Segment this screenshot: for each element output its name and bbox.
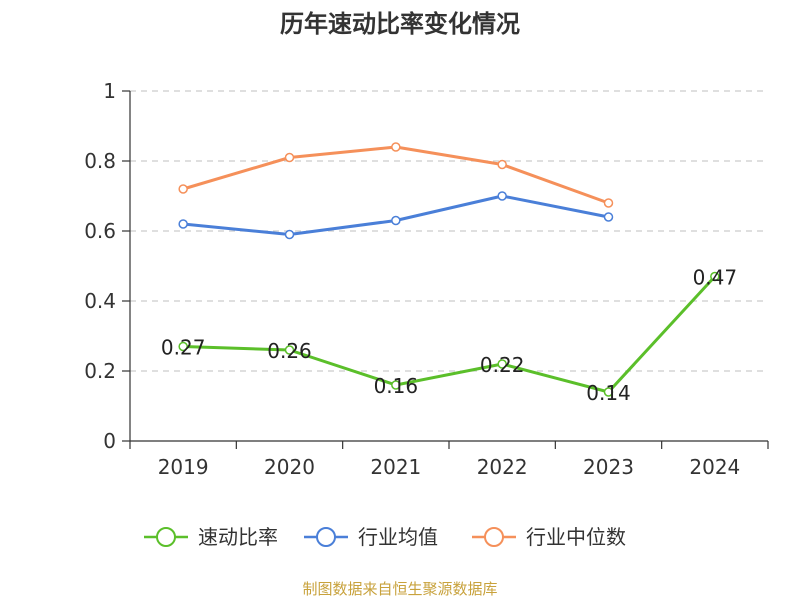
series-point[interactable] — [603, 212, 614, 222]
legend-item[interactable]: 行业中位数 — [472, 525, 626, 549]
legend-marker — [484, 527, 504, 547]
legend-label: 速动比率 — [198, 525, 278, 549]
x-tick-label: 2023 — [583, 455, 634, 479]
series-point[interactable] — [391, 142, 401, 152]
series-line — [181, 194, 610, 236]
series-line — [181, 275, 717, 394]
series-point[interactable] — [497, 359, 507, 369]
y-tick-label: 0.4 — [84, 289, 116, 313]
series-point[interactable] — [284, 345, 295, 355]
legend-item[interactable]: 速动比率 — [144, 525, 278, 549]
series-point[interactable] — [603, 198, 614, 208]
y-tick-label: 0.2 — [84, 359, 116, 383]
series — [178, 142, 720, 397]
data-label: 0.26 — [267, 339, 312, 363]
data-labels: 0.27 0.26 0.16 0.22 0.14 0.47 — [161, 266, 737, 406]
data-label: 0.27 — [161, 336, 206, 360]
grid — [130, 90, 768, 372]
x-tick-label: 2019 — [158, 455, 209, 479]
data-label: 0.16 — [374, 374, 419, 398]
data-label: 0.47 — [693, 266, 738, 290]
series-point[interactable] — [178, 341, 188, 352]
series-point[interactable] — [497, 159, 507, 170]
legend-label: 行业中位数 — [526, 525, 626, 549]
series-point[interactable] — [178, 219, 188, 229]
series-point[interactable] — [603, 387, 614, 397]
data-label: 0.22 — [480, 353, 525, 377]
series-point[interactable] — [284, 229, 295, 240]
series-line — [181, 145, 610, 205]
x-tick-label: 2024 — [689, 455, 740, 479]
y-tick-label: 0.6 — [84, 219, 116, 243]
legend[interactable]: 速动比率 行业均值 行业中位数 — [144, 525, 626, 549]
y-tick-label: 0 — [103, 429, 116, 453]
series-point[interactable] — [391, 380, 401, 390]
series-point[interactable] — [710, 271, 720, 282]
series-point[interactable] — [391, 215, 401, 226]
legend-label: 行业均值 — [358, 525, 438, 549]
series-point[interactable] — [497, 191, 507, 201]
series-point[interactable] — [284, 152, 295, 163]
x-tick-label: 2020 — [264, 455, 315, 479]
series-point[interactable] — [178, 184, 188, 194]
y-tick-label: 0.8 — [84, 149, 116, 173]
axes: 0 0.2 0.4 0.6 0.8 1 2019 2020 2021 2022 2023 2024 — [84, 79, 769, 479]
legend-marker — [156, 527, 176, 547]
x-tick-label: 2021 — [370, 455, 421, 479]
chart-title: 历年速动比率变化情况 — [280, 10, 520, 38]
legend-marker — [316, 527, 336, 547]
legend-item[interactable]: 行业均值 — [304, 525, 438, 549]
source-note: 制图数据来自恒生聚源数据库 — [302, 580, 497, 598]
y-tick-label: 1 — [103, 79, 116, 103]
data-label: 0.14 — [586, 381, 631, 405]
x-tick-label: 2022 — [477, 455, 528, 479]
